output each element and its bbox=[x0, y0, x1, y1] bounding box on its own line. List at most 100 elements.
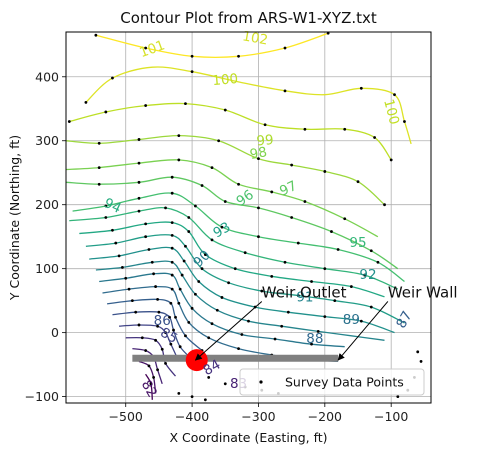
survey-point bbox=[104, 216, 108, 219]
x-tick-label: −500 bbox=[109, 409, 143, 424]
survey-point bbox=[190, 70, 194, 74]
contour-label: 94 bbox=[101, 195, 123, 217]
contour-label: 99 bbox=[256, 132, 275, 149]
legend: Survey Data Points bbox=[239, 368, 425, 396]
survey-point bbox=[152, 272, 156, 276]
contour-label: 92 bbox=[359, 267, 376, 283]
survey-point bbox=[359, 319, 363, 323]
contour-line-86 bbox=[112, 311, 193, 360]
survey-point bbox=[172, 328, 175, 332]
survey-point bbox=[97, 166, 101, 170]
survey-point bbox=[363, 273, 367, 277]
survey-point bbox=[154, 285, 157, 288]
survey-point bbox=[97, 141, 101, 145]
survey-point bbox=[144, 104, 148, 107]
survey-point bbox=[169, 301, 173, 305]
survey-point bbox=[416, 350, 420, 354]
survey-point bbox=[233, 267, 237, 271]
survey-point bbox=[177, 301, 181, 305]
survey-point bbox=[144, 235, 148, 239]
survey-point bbox=[210, 166, 214, 170]
survey-point bbox=[177, 134, 181, 138]
survey-point bbox=[97, 182, 101, 186]
survey-point bbox=[140, 336, 144, 340]
contour-label: 97 bbox=[277, 178, 299, 200]
survey-point bbox=[257, 206, 260, 210]
survey-point bbox=[184, 334, 187, 338]
survey-point bbox=[149, 382, 153, 386]
survey-point bbox=[170, 273, 174, 277]
survey-point bbox=[326, 32, 330, 35]
survey-point bbox=[137, 161, 141, 165]
survey-point bbox=[190, 54, 194, 58]
survey-point bbox=[310, 342, 313, 346]
survey-point bbox=[323, 315, 327, 319]
annotation-label: Weir Wall bbox=[388, 283, 458, 301]
survey-point bbox=[104, 110, 108, 114]
survey-point bbox=[389, 158, 393, 162]
survey-point bbox=[316, 329, 320, 333]
survey-point bbox=[117, 254, 121, 258]
survey-point bbox=[286, 310, 290, 314]
survey-point bbox=[121, 265, 124, 269]
contour-line-91 bbox=[89, 246, 395, 334]
survey-point bbox=[144, 222, 148, 226]
axes: −500 −400 −300 −200 −100 −100 0 100 200 300 400 bbox=[25, 69, 409, 424]
survey-point bbox=[356, 180, 360, 184]
x-tick-label: −300 bbox=[241, 409, 275, 424]
survey-point bbox=[296, 294, 300, 297]
survey-point bbox=[177, 158, 181, 162]
survey-point bbox=[170, 221, 174, 225]
survey-point bbox=[156, 324, 159, 328]
survey-point bbox=[243, 251, 247, 255]
survey-point bbox=[150, 260, 154, 264]
survey-point bbox=[227, 281, 230, 285]
survey-point bbox=[137, 180, 141, 184]
survey-point bbox=[190, 395, 194, 399]
survey-point bbox=[137, 138, 141, 141]
survey-point bbox=[170, 175, 174, 179]
x-tick-label: −400 bbox=[175, 409, 209, 424]
y-axis-label: Y Coordinate (Northing, ft) bbox=[7, 135, 22, 301]
survey-point bbox=[257, 235, 260, 239]
survey-point bbox=[260, 289, 264, 293]
survey-point bbox=[333, 299, 337, 303]
survey-point bbox=[178, 287, 182, 291]
survey-point bbox=[184, 244, 187, 248]
survey-point bbox=[169, 342, 173, 346]
survey-point bbox=[137, 323, 141, 327]
contour-line-99 bbox=[69, 102, 392, 161]
survey-point bbox=[164, 331, 167, 335]
survey-point bbox=[197, 280, 201, 283]
contour-line-101 bbox=[95, 32, 329, 58]
survey-point bbox=[323, 267, 327, 271]
survey-point bbox=[170, 287, 174, 291]
survey-point bbox=[270, 190, 274, 194]
x-tick-label: −100 bbox=[374, 409, 408, 424]
survey-point bbox=[263, 123, 267, 127]
contour-label: 88 bbox=[306, 331, 323, 347]
survey-point bbox=[220, 296, 224, 299]
survey-point bbox=[180, 273, 184, 277]
contour-label: 100 bbox=[380, 97, 402, 126]
annotation-label: Weir Outlet bbox=[262, 283, 347, 301]
x-tick-label: −200 bbox=[308, 409, 342, 424]
contour-label: 100 bbox=[212, 71, 239, 89]
survey-point bbox=[270, 274, 274, 278]
contour-label: 89 bbox=[343, 312, 360, 328]
contour-label: 91 bbox=[296, 289, 313, 305]
contour-line-92 bbox=[85, 234, 405, 324]
survey-point bbox=[393, 93, 396, 97]
survey-point bbox=[152, 376, 156, 379]
chart-title: Contour Plot from ARS-W1-XYZ.txt bbox=[120, 9, 377, 27]
survey-point bbox=[343, 127, 347, 131]
survey-point bbox=[336, 248, 340, 251]
survey-point bbox=[194, 292, 197, 296]
survey-point bbox=[156, 297, 159, 301]
survey-point bbox=[184, 102, 187, 106]
survey-point bbox=[215, 308, 219, 312]
survey-point bbox=[220, 225, 224, 229]
survey-point bbox=[273, 337, 277, 341]
survey-point bbox=[134, 310, 138, 314]
